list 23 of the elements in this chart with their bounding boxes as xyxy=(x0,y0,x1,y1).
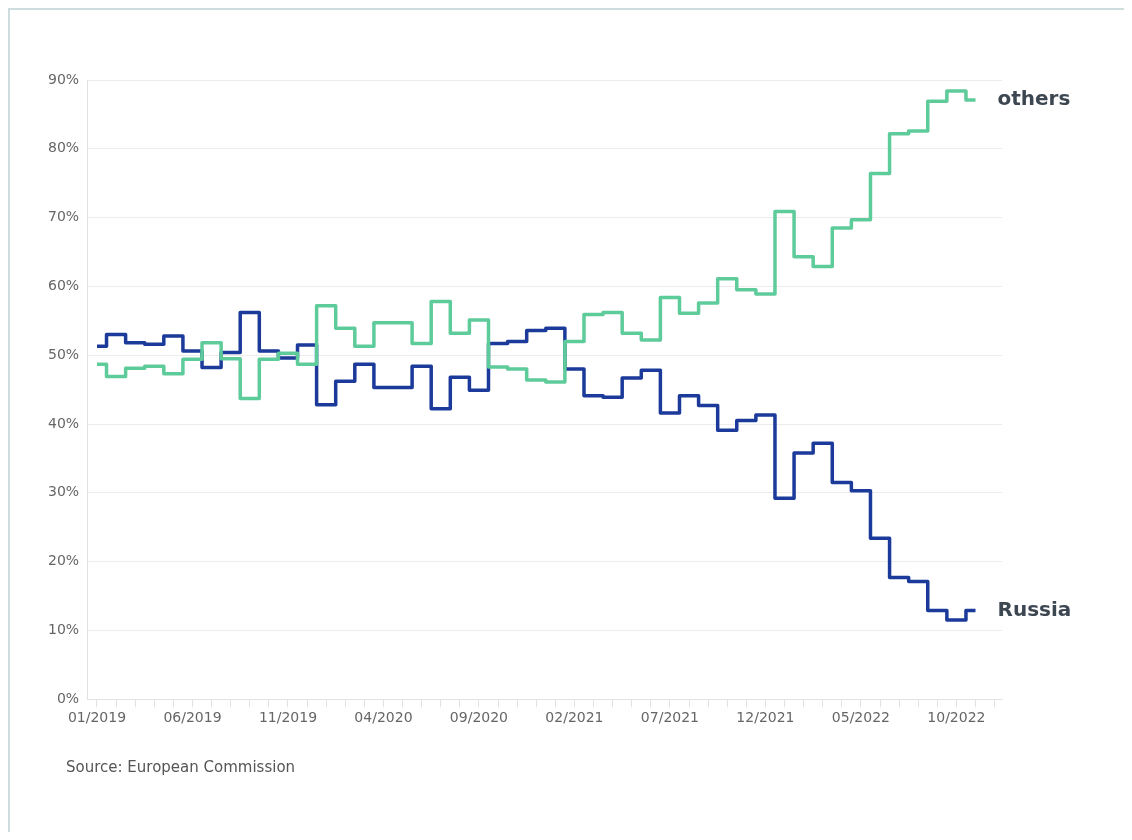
y-tick-label: 10% xyxy=(47,621,80,638)
y-tick-label: 30% xyxy=(47,483,80,500)
y-tick-label: 90% xyxy=(47,70,80,87)
x-tick-label: 11/2019 xyxy=(258,709,318,726)
y-tick-label: 60% xyxy=(47,277,80,294)
y-tick-label: 50% xyxy=(47,345,80,362)
y-tick-label: 20% xyxy=(47,552,80,569)
y-tick-label: 40% xyxy=(47,414,80,431)
x-tick-label: 02/2021 xyxy=(545,709,604,726)
x-tick-label: 01/2019 xyxy=(67,709,127,726)
y-tick-label: 70% xyxy=(47,208,80,225)
x-tick-label: 09/2020 xyxy=(449,709,509,726)
source-note: Source: European Commission xyxy=(66,758,296,776)
x-tick-label: 07/2021 xyxy=(640,709,700,726)
x-tick-label: 04/2020 xyxy=(354,709,413,726)
x-tick-label: 05/2022 xyxy=(831,709,890,726)
x-tick-label: 06/2019 xyxy=(163,709,222,726)
y-tick-label: 0% xyxy=(56,689,80,706)
series-label: others xyxy=(997,86,1071,111)
x-tick-label: 10/2022 xyxy=(927,709,986,726)
x-tick-label: 12/2021 xyxy=(736,709,795,726)
y-tick-label: 80% xyxy=(47,139,80,156)
series-label: Russia xyxy=(997,596,1072,621)
